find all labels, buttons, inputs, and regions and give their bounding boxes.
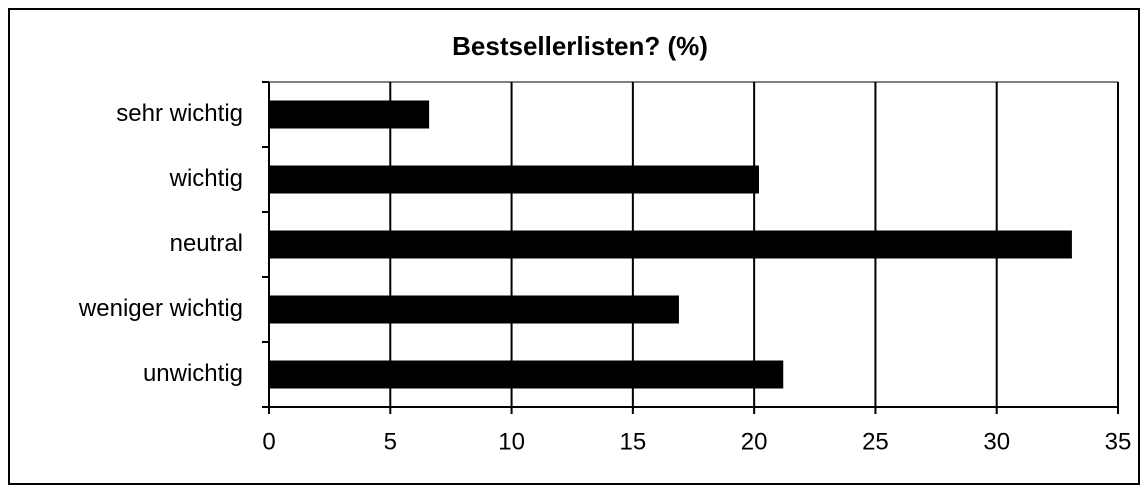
x-tick-label: 15 [620,428,647,455]
x-tick-label: 35 [1105,428,1132,455]
y-tick-label: unwichtig [143,360,243,387]
x-tick-label: 30 [983,428,1010,455]
x-tick-label: 10 [498,428,525,455]
chart-title: Bestsellerlisten? (%) [452,31,708,61]
y-tick-label: weniger wichtig [78,295,243,322]
x-tick-label: 25 [862,428,889,455]
x-tick-label: 0 [262,428,275,455]
y-tick-label: sehr wichtig [116,100,243,127]
x-tick-label: 5 [384,428,397,455]
bar [269,165,759,194]
bar [269,295,679,324]
y-tick-label: neutral [170,230,243,257]
bar [269,100,430,129]
x-tick-label: 20 [741,428,768,455]
y-tick-label: wichtig [169,165,243,192]
bar [269,230,1072,259]
bar [269,360,784,389]
